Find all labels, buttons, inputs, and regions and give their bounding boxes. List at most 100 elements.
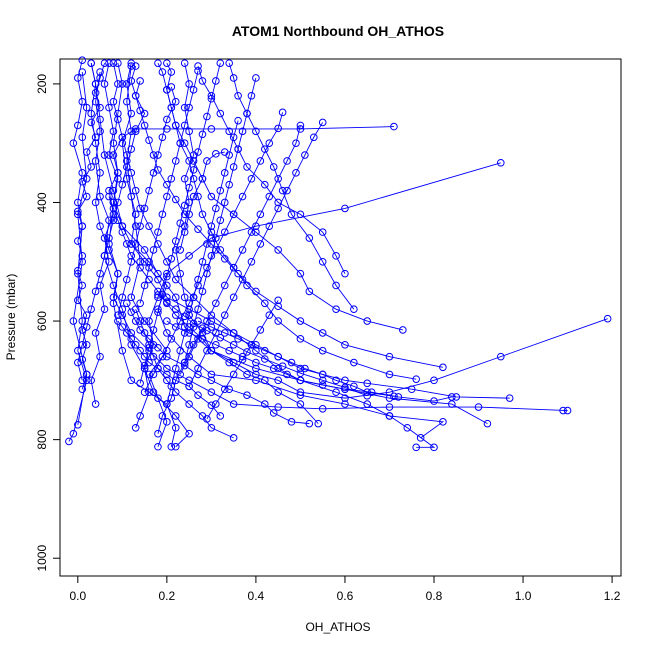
data-point [247,228,256,236]
data-point [203,415,211,423]
data-point [194,148,202,156]
data-point [109,127,118,136]
data-point [105,103,113,112]
y-axis: 200 400 600 800 1000 [35,74,60,572]
data-point [194,391,202,399]
data-point [154,228,162,236]
plot-frame [59,58,622,577]
data-point [114,311,122,319]
data-point [140,204,149,213]
data-point [109,59,118,67]
series-1 [65,56,91,446]
data-point [278,362,287,370]
data-point [105,257,113,266]
data-point [69,139,78,147]
data-point [296,369,305,378]
data-point [394,393,403,401]
y-tick-label: 600 [35,311,49,331]
data-point [207,388,216,397]
data-point [91,88,100,97]
series-27 [163,116,242,408]
series-line [90,63,568,412]
data-point [185,400,193,408]
data-point [243,348,251,356]
data-point [385,412,394,420]
data-point [149,352,158,361]
x-tick-label: 0.2 [159,589,176,603]
data-point [216,186,225,195]
data-point [122,97,131,106]
data-point [390,122,398,131]
data-point [127,376,136,385]
data-point [180,293,189,302]
data-point [505,394,514,402]
data-point [149,151,158,159]
data-point [96,103,104,112]
data-point [163,370,171,379]
data-point [220,281,229,290]
data-point [278,108,287,117]
data-point [114,317,122,325]
data-point [296,376,305,385]
data-point [122,329,131,337]
data-point [109,198,118,207]
data-point [229,293,238,302]
data-point [274,317,282,325]
data-point [256,210,265,219]
series-12 [131,158,505,432]
series-18 [225,59,358,314]
data-point [145,388,153,397]
data-point [127,240,136,248]
data-point [474,403,483,411]
series-line [126,303,310,425]
data-point [220,169,229,177]
data-point [234,269,242,278]
data-point [122,240,131,248]
data-point [82,376,91,385]
data-point [252,364,260,373]
data-point [189,192,198,201]
data-point [274,124,282,133]
data-point [176,269,185,278]
data-point [189,157,198,165]
data-point [318,329,327,337]
data-point [430,397,438,405]
data-point [363,388,372,397]
data-point [452,393,461,401]
data-point [212,77,220,85]
data-point [171,376,180,385]
data-point [118,222,127,230]
data-point [341,394,349,402]
data-point [247,91,256,100]
data-point [87,376,95,385]
data-point [118,228,127,236]
data-point [318,370,327,379]
data-point [194,364,202,373]
data-point [274,174,282,183]
data-point [122,157,131,165]
data-point [118,311,127,319]
data-point [167,174,176,183]
y-tick-label: 400 [35,192,49,212]
data-point [305,419,314,428]
data-point [296,210,305,219]
data-point [118,180,127,189]
data-point [154,343,162,352]
data-point [131,222,140,230]
data-point [416,434,425,442]
data-point [243,109,251,118]
data-point [87,109,95,118]
data-point [212,204,220,213]
data-point [171,246,180,254]
data-point [65,437,73,446]
data-point [122,299,131,308]
data-point [109,97,118,106]
data-point [91,133,100,142]
data-point [176,219,185,228]
data-point [140,388,149,397]
data-point [207,228,216,236]
series-line [228,63,355,310]
data-point [207,346,216,355]
data-point [87,163,95,171]
data-point [78,355,87,364]
